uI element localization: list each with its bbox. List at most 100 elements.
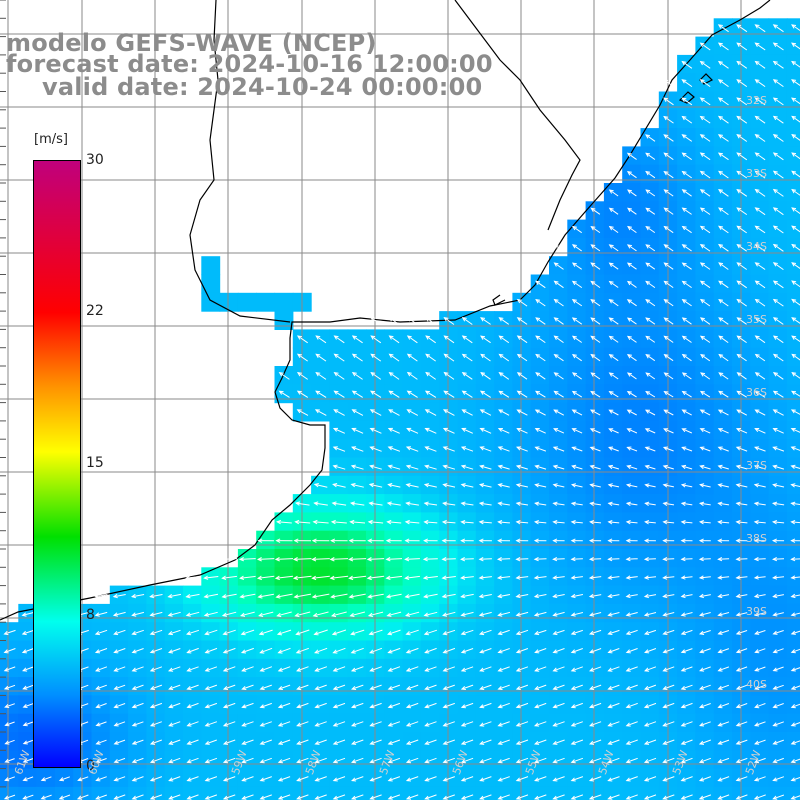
wind-arrow bbox=[645, 299, 656, 307]
wind-arrow bbox=[442, 611, 456, 617]
colorbar-tick-8: 8 bbox=[86, 607, 95, 623]
wind-speed-cell bbox=[768, 732, 788, 751]
wind-speed-cell bbox=[128, 695, 147, 715]
wind-arrow bbox=[588, 556, 602, 562]
wind-arrow bbox=[571, 244, 582, 252]
wind-arrow bbox=[681, 97, 693, 106]
wind-speed-cell bbox=[237, 768, 257, 788]
forecast-date: forecast date: 2024-10-16 12:00:00 bbox=[6, 50, 493, 78]
wind-speed-cell bbox=[256, 750, 276, 770]
wind-speed-cell bbox=[750, 786, 770, 800]
wind-speed-cell bbox=[164, 732, 184, 751]
wind-speed-cell bbox=[384, 713, 404, 733]
wind-arrow bbox=[534, 428, 546, 434]
wind-arrow bbox=[717, 428, 729, 434]
wind-speed-cell bbox=[146, 786, 166, 800]
wind-speed-cell bbox=[311, 603, 330, 623]
wind-arrow bbox=[699, 335, 711, 343]
wind-speed-cell bbox=[201, 713, 221, 733]
wind-speed-cell bbox=[695, 732, 715, 751]
wind-speed-cell bbox=[109, 585, 129, 605]
wind-speed-cell bbox=[640, 622, 660, 642]
wind-arrow bbox=[479, 464, 492, 470]
wind-arrow bbox=[222, 684, 236, 690]
wind-speed-cell bbox=[768, 768, 788, 788]
wind-arrow bbox=[515, 520, 529, 525]
wind-arrow bbox=[643, 776, 657, 782]
wind-speed-cell bbox=[91, 786, 111, 800]
wind-arrow bbox=[790, 722, 800, 727]
wind-arrow bbox=[168, 794, 181, 800]
wind-arrow bbox=[681, 134, 693, 142]
wind-speed-cell bbox=[512, 567, 532, 587]
wind-arrow bbox=[349, 611, 366, 617]
wind-arrow bbox=[717, 776, 730, 782]
wind-arrow bbox=[552, 648, 565, 654]
wind-speed-cell bbox=[109, 695, 129, 715]
wind-arrow bbox=[4, 776, 15, 782]
wind-arrow bbox=[441, 519, 456, 525]
wind-arrow bbox=[718, 189, 729, 197]
wind-speed-cell bbox=[146, 640, 166, 660]
wind-speed-cell bbox=[109, 658, 129, 678]
wind-arrow bbox=[626, 152, 637, 160]
wind-arrow bbox=[348, 575, 367, 581]
wind-arrow bbox=[333, 353, 345, 362]
wind-arrow bbox=[681, 372, 692, 380]
wind-arrow bbox=[167, 611, 181, 617]
wind-arrow bbox=[534, 739, 547, 745]
wind-speed-cell bbox=[640, 677, 660, 696]
wind-arrow bbox=[241, 757, 254, 764]
wind-arrow bbox=[699, 280, 711, 289]
wind-arrow bbox=[442, 629, 456, 636]
wind-arrow bbox=[625, 684, 638, 690]
wind-arrow bbox=[644, 446, 656, 452]
wind-arrow bbox=[369, 427, 382, 434]
wind-speed-cell bbox=[237, 732, 257, 751]
wind-speed-cell bbox=[420, 622, 440, 642]
wind-arrow bbox=[515, 757, 529, 764]
wind-arrow bbox=[275, 538, 293, 543]
wind-arrow bbox=[442, 666, 455, 672]
wind-arrow bbox=[4, 703, 15, 708]
wind-arrow bbox=[461, 427, 474, 434]
wind-speed-cell bbox=[146, 768, 166, 788]
wind-arrow bbox=[131, 794, 144, 800]
wind-arrow bbox=[516, 409, 528, 416]
wind-arrow bbox=[590, 207, 601, 215]
wind-arrow bbox=[369, 446, 382, 452]
wind-arrow bbox=[259, 666, 273, 672]
wind-arrow bbox=[680, 666, 693, 672]
wind-speed-cell bbox=[549, 567, 568, 587]
wind-arrow bbox=[460, 666, 474, 672]
wind-arrow bbox=[625, 593, 638, 599]
wind-arrow bbox=[516, 353, 528, 362]
wind-arrow bbox=[348, 593, 366, 599]
wind-speed-cell bbox=[219, 585, 239, 605]
wind-arrow bbox=[22, 721, 34, 727]
wind-arrow bbox=[515, 483, 529, 488]
wind-arrow bbox=[240, 647, 254, 654]
wind-arrow bbox=[424, 647, 437, 654]
wind-arrow bbox=[387, 427, 400, 434]
wind-arrow bbox=[366, 557, 385, 562]
wind-arrow bbox=[735, 428, 748, 434]
wind-speed-cell bbox=[585, 549, 605, 568]
wind-arrow bbox=[349, 519, 366, 525]
wind-arrow bbox=[442, 721, 455, 727]
wind-arrow bbox=[296, 702, 309, 709]
wind-arrow bbox=[772, 575, 785, 580]
wind-speed-cell bbox=[439, 695, 459, 715]
wind-arrow bbox=[442, 794, 455, 800]
wind-speed-cell bbox=[384, 622, 404, 642]
wind-speed-cell bbox=[457, 567, 477, 587]
wind-arrow bbox=[241, 721, 254, 727]
wind-speed-cell bbox=[274, 750, 294, 770]
wind-speed-cell bbox=[18, 640, 38, 660]
wind-speed-cell bbox=[237, 786, 257, 800]
wind-arrow bbox=[95, 721, 107, 727]
wind-speed-cell bbox=[786, 695, 800, 715]
wind-arrow bbox=[662, 739, 675, 745]
wind-arrow bbox=[753, 794, 766, 800]
wind-arrow bbox=[314, 739, 327, 745]
